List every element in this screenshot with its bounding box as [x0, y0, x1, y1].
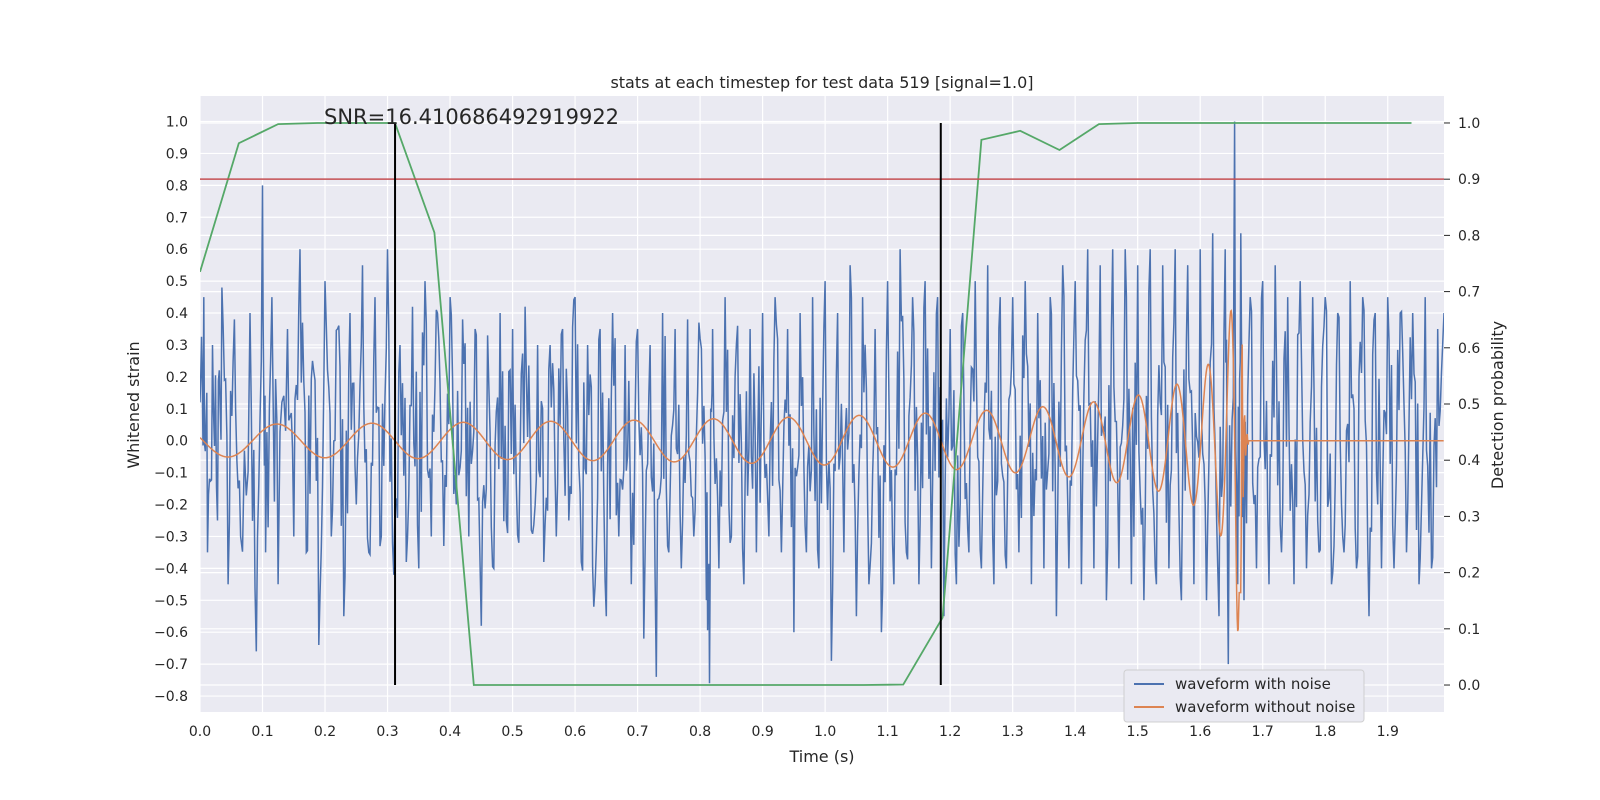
y-tick-label: −0.6: [154, 625, 188, 641]
x-axis-title: Time (s): [788, 747, 854, 766]
x-tick-label: 1.4: [1064, 724, 1086, 740]
y2-tick-label: 0.3: [1458, 509, 1480, 525]
y2-tick-label: 0.9: [1458, 172, 1480, 188]
y-tick-label: 0.0: [166, 434, 188, 450]
y-tick-label: −0.3: [154, 529, 188, 545]
x-tick-label: 0.7: [626, 724, 648, 740]
y2-tick-label: 1.0: [1458, 116, 1480, 132]
x-tick-label: 0.5: [501, 724, 523, 740]
y-tick-label: 0.1: [166, 402, 188, 418]
legend-box: [1123, 669, 1365, 723]
y-tick-label: 0.9: [166, 146, 188, 162]
y-tick-label: −0.5: [154, 593, 188, 609]
x-tick-label: 0.4: [439, 724, 461, 740]
y-tick-label: 0.7: [166, 210, 188, 226]
y-tick-label: 0.6: [166, 242, 188, 258]
y-tick-label: −0.1: [154, 466, 188, 482]
y-tick-label: 0.8: [166, 178, 188, 194]
x-tick-label: 0.3: [376, 724, 398, 740]
x-tick-label: 0.0: [189, 724, 211, 740]
y-tick-label: 0.2: [166, 370, 188, 386]
x-tick-label: 0.2: [314, 724, 336, 740]
y-tick-label: 1.0: [166, 115, 188, 131]
x-tick-label: 1.2: [939, 724, 961, 740]
x-tick-label: 1.3: [1002, 724, 1024, 740]
x-tick-label: 1.9: [1377, 724, 1399, 740]
y-tick-label: 0.5: [166, 274, 188, 290]
y-tick-label: 0.4: [166, 306, 188, 322]
legend-label-clean: waveform without noise: [1175, 698, 1355, 716]
y2-axis-title: Detection probability: [1488, 321, 1507, 489]
legend: waveform with noise waveform without noi…: [1123, 669, 1365, 723]
chart-title: stats at each timestep for test data 519…: [610, 73, 1033, 92]
y-axis-title: Whitened strain: [124, 341, 143, 468]
y2-tick-label: 0.1: [1458, 622, 1480, 638]
x-tick-label: 1.7: [1252, 724, 1274, 740]
y2-tick-label: 0.6: [1458, 341, 1480, 357]
x-tick-label: 0.9: [751, 724, 773, 740]
y2-tick-label: 0.7: [1458, 285, 1480, 301]
y-tick-label: −0.8: [154, 689, 188, 705]
plot-content: [200, 121, 1444, 686]
y-tick-label: 0.3: [166, 338, 188, 354]
y2-tick-label: 0.0: [1458, 678, 1480, 694]
x-tick-label: 0.1: [251, 724, 273, 740]
y2-tick-label: 0.4: [1458, 453, 1480, 469]
y2-tick-labels: 1.0 0.9 0.8 0.7 0.6 0.5 0.4 0.3 0.2 0.1 0.0: [1444, 116, 1480, 694]
x-tick-label: 1.0: [814, 724, 836, 740]
y-tick-label: −0.2: [154, 498, 188, 514]
x-tick-label: 0.8: [689, 724, 711, 740]
snr-annotation: SNR=16.410686492919922: [324, 105, 619, 129]
y-tick-label: −0.4: [154, 561, 188, 577]
x-tick-label: 1.8: [1314, 724, 1336, 740]
y2-tick-label: 0.8: [1458, 228, 1480, 244]
series-waveform-without-noise: [200, 309, 1444, 632]
x-tick-label: 0.6: [564, 724, 586, 740]
x-tick-label: 1.5: [1127, 724, 1149, 740]
x-tick-label: 1.1: [877, 724, 899, 740]
x-tick-label: 1.6: [1189, 724, 1211, 740]
y2-tick-label: 0.5: [1458, 397, 1480, 413]
y2-tick-label: 0.2: [1458, 566, 1480, 582]
series-waveform-with-noise: [200, 121, 1444, 684]
x-tick-labels: 0.0 0.1 0.2 0.3 0.4 0.5 0.6 0.7 0.8 0.9 1.0 1.1 1.2 1…: [189, 724, 1399, 740]
y-tick-labels: 1.0 0.9 0.8 0.7 0.6 0.5 0.4 0.3 0.2 0.1 0.0 −0.1 −0.…: [154, 115, 188, 706]
y-tick-label: −0.7: [154, 657, 188, 673]
vertical-markers: [394, 122, 942, 686]
legend-label-noisy: waveform with noise: [1175, 675, 1331, 693]
series-detection-probability: [200, 122, 1412, 686]
